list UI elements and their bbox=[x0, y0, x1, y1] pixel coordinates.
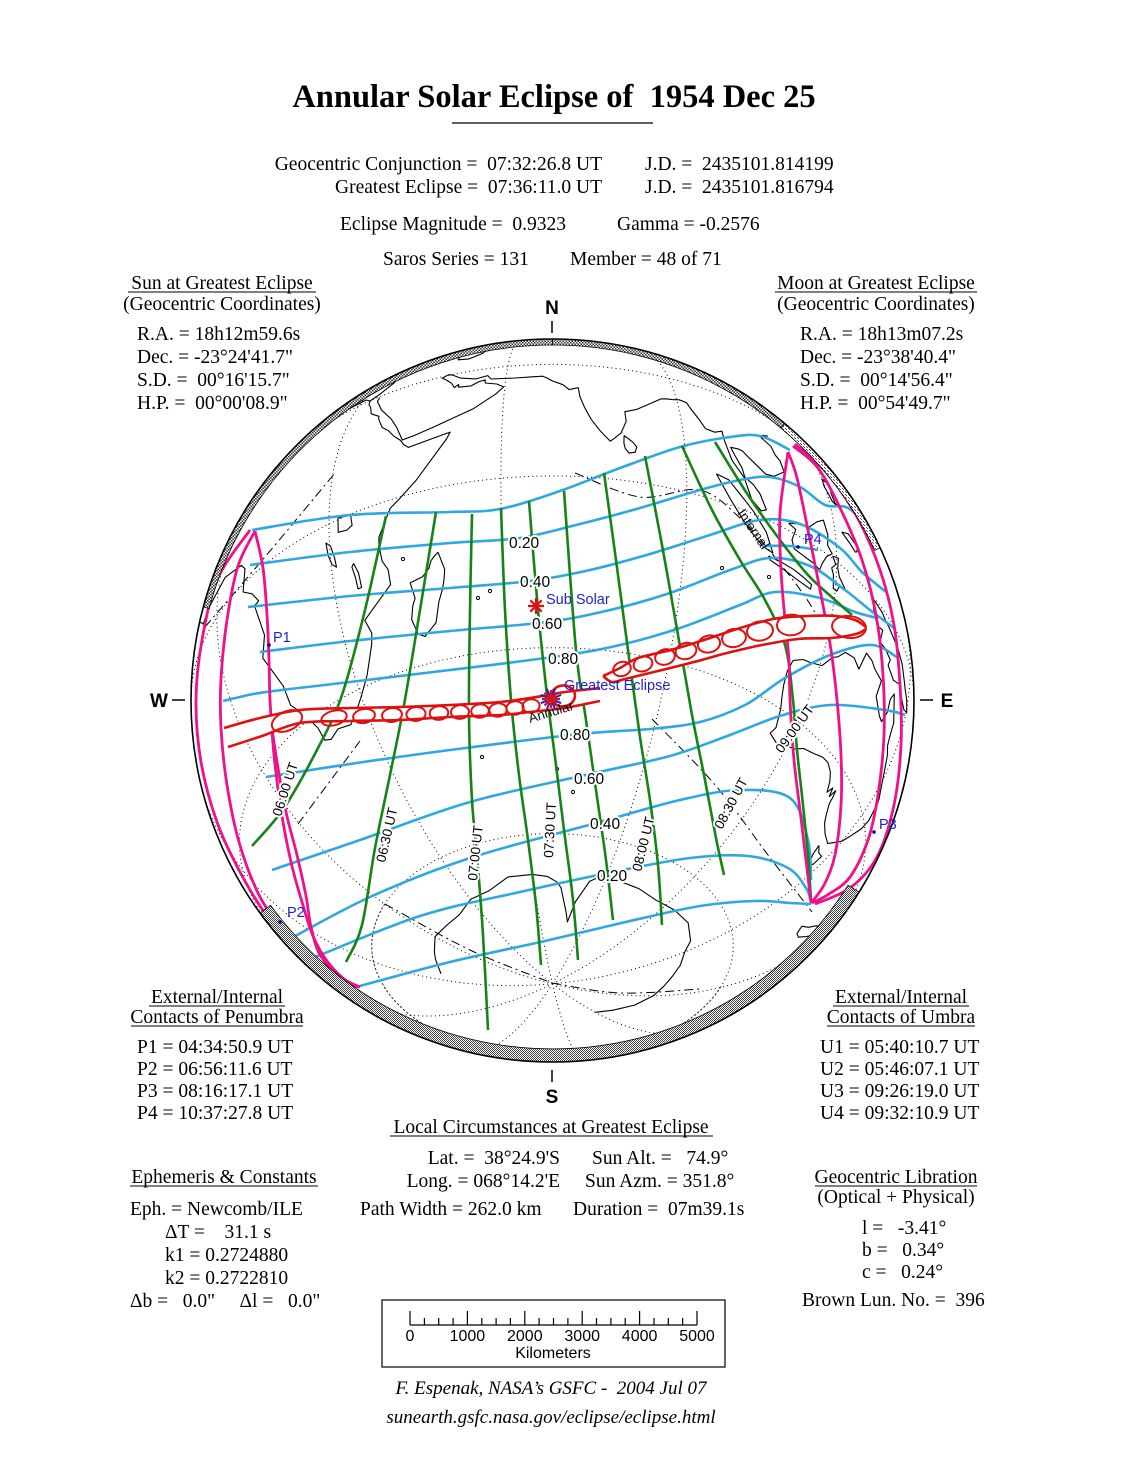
svg-text:P4: P4 bbox=[804, 532, 822, 548]
svg-text:c = 0.24°: c = 0.24° bbox=[862, 1262, 943, 1283]
svg-text:Sun Alt. = 74.9°: Sun Alt. = 74.9° bbox=[592, 1148, 728, 1169]
svg-text:F. Espenak, NASA’s GSFC - 200: F. Espenak, NASA’s GSFC - 2004 Jul 07 bbox=[394, 1378, 708, 1399]
svg-text:0.40: 0.40 bbox=[520, 574, 551, 591]
svg-text:Kilometers: Kilometers bbox=[515, 1345, 591, 1362]
svg-text:P3 = 08:16:17.1 UT: P3 = 08:16:17.1 UT bbox=[137, 1081, 293, 1102]
svg-text:H.P. = 00°00'08.9": H.P. = 00°00'08.9" bbox=[137, 393, 288, 414]
svg-text:Ephemeris & Constants: Ephemeris & Constants bbox=[131, 1167, 316, 1188]
svg-text:S.D. = 00°16'15.7": S.D. = 00°16'15.7" bbox=[137, 370, 290, 391]
svg-text:Dec. = -23°38'40.4": Dec. = -23°38'40.4" bbox=[800, 347, 956, 368]
svg-text:H.P. = 00°54'49.7": H.P. = 00°54'49.7" bbox=[800, 393, 951, 414]
svg-text:Eph. = Newcomb/ILE: Eph. = Newcomb/ILE bbox=[130, 1199, 303, 1220]
svg-text:Greatest Eclipse = 07:36:11.0: Greatest Eclipse = 07:36:11.0 UT bbox=[335, 177, 602, 198]
svg-text:U3 = 09:26:19.0 UT: U3 = 09:26:19.0 UT bbox=[820, 1081, 979, 1102]
svg-text:Brown Lun. No. = 396: Brown Lun. No. = 396 bbox=[802, 1290, 985, 1311]
svg-text:(Geocentric Coordinates): (Geocentric Coordinates) bbox=[777, 294, 975, 315]
svg-text:J.D. = 2435101.816794: J.D. = 2435101.816794 bbox=[645, 177, 834, 198]
svg-text:Saros Series = 131: Saros Series = 131 bbox=[383, 249, 529, 270]
svg-text:l = -3.41°: l = -3.41° bbox=[862, 1218, 946, 1239]
svg-text:4000: 4000 bbox=[622, 1328, 658, 1345]
svg-text:P1 = 04:34:50.9 UT: P1 = 04:34:50.9 UT bbox=[137, 1037, 293, 1058]
svg-text:k1 = 0.2724880: k1 = 0.2724880 bbox=[165, 1245, 288, 1266]
svg-text:Sub Solar: Sub Solar bbox=[546, 592, 610, 608]
svg-text:Duration = 07m39.1s: Duration = 07m39.1s bbox=[573, 1199, 744, 1220]
svg-text:0.40: 0.40 bbox=[590, 816, 621, 833]
svg-text:Contacts of Penumbra: Contacts of Penumbra bbox=[130, 1007, 304, 1028]
svg-text:b = 0.34°: b = 0.34° bbox=[862, 1240, 944, 1261]
svg-text:0.80: 0.80 bbox=[548, 651, 579, 668]
svg-text:Greatest Eclipse: Greatest Eclipse bbox=[564, 678, 670, 694]
svg-text:J.D. = 2435101.814199: J.D. = 2435101.814199 bbox=[645, 154, 834, 175]
svg-text:External/Internal: External/Internal bbox=[151, 987, 284, 1008]
svg-text:Local Circumstances at Greates: Local Circumstances at Greatest Eclipse bbox=[393, 1117, 708, 1138]
svg-text:Member = 48 of 71: Member = 48 of 71 bbox=[570, 249, 722, 270]
svg-text:N: N bbox=[545, 298, 559, 319]
svg-text:(Geocentric Coordinates): (Geocentric Coordinates) bbox=[123, 294, 321, 315]
svg-text:S.D. = 00°14'56.4": S.D. = 00°14'56.4" bbox=[800, 370, 953, 391]
svg-text:U1 = 05:40:10.7 UT: U1 = 05:40:10.7 UT bbox=[820, 1037, 979, 1058]
svg-text:Moon at Greatest Eclipse: Moon at Greatest Eclipse bbox=[777, 273, 975, 294]
svg-text:0: 0 bbox=[406, 1328, 415, 1345]
svg-text:Geocentric Conjunction = 07:3: Geocentric Conjunction = 07:32:26.8 UT bbox=[275, 154, 602, 175]
svg-text:P2: P2 bbox=[287, 905, 305, 921]
svg-text:External/Internal: External/Internal bbox=[835, 987, 968, 1008]
svg-text:Sun Azm. = 351.8°: Sun Azm. = 351.8° bbox=[585, 1171, 734, 1192]
svg-text:5000: 5000 bbox=[679, 1328, 715, 1345]
svg-text:Eclipse Magnitude = 0.9323: Eclipse Magnitude = 0.9323 bbox=[340, 214, 566, 235]
svg-text:0.60: 0.60 bbox=[532, 616, 563, 633]
svg-text:Annular Solar Eclipse of 1954: Annular Solar Eclipse of 1954 Dec 25 bbox=[292, 79, 815, 115]
svg-text:3000: 3000 bbox=[564, 1328, 600, 1345]
svg-text:P4 = 10:37:27.8 UT: P4 = 10:37:27.8 UT bbox=[137, 1103, 293, 1124]
svg-text:Path Width = 262.0 km: Path Width = 262.0 km bbox=[360, 1199, 542, 1220]
svg-text:1000: 1000 bbox=[450, 1328, 486, 1345]
svg-text:Lat. = 38°24.9'S: Lat. = 38°24.9'S bbox=[428, 1148, 560, 1169]
svg-text:U2 = 05:46:07.1 UT: U2 = 05:46:07.1 UT bbox=[820, 1059, 979, 1080]
svg-text:ΔT = 31.1 s: ΔT = 31.1 s bbox=[165, 1222, 271, 1243]
svg-text:W: W bbox=[150, 691, 168, 712]
svg-text:P1: P1 bbox=[273, 630, 291, 646]
svg-text:0.20: 0.20 bbox=[597, 868, 628, 885]
svg-text:S: S bbox=[546, 1087, 559, 1108]
svg-text:2000: 2000 bbox=[507, 1328, 543, 1345]
svg-text:(Optical + Physical): (Optical + Physical) bbox=[817, 1187, 974, 1208]
svg-text:E: E bbox=[941, 691, 954, 712]
svg-text:Δb = 0.0" Δl = 0.0": Δb = 0.0" Δl = 0.0" bbox=[130, 1291, 320, 1312]
svg-text:sunearth.gsfc.nasa.gov/eclipse: sunearth.gsfc.nasa.gov/eclipse/eclipse.h… bbox=[386, 1407, 715, 1428]
svg-text:0.60: 0.60 bbox=[574, 771, 605, 788]
svg-text:U4 = 09:32:10.9 UT: U4 = 09:32:10.9 UT bbox=[820, 1103, 979, 1124]
svg-text:P2 = 06:56:11.6 UT: P2 = 06:56:11.6 UT bbox=[137, 1059, 293, 1080]
svg-text:Sun at Greatest Eclipse: Sun at Greatest Eclipse bbox=[131, 273, 312, 294]
svg-text:07:30 UT: 07:30 UT bbox=[541, 802, 559, 858]
svg-text:P3: P3 bbox=[879, 817, 897, 833]
svg-text:Geocentric Libration: Geocentric Libration bbox=[815, 1167, 978, 1188]
svg-text:Contacts of Umbra: Contacts of Umbra bbox=[827, 1007, 976, 1028]
svg-text:0.20: 0.20 bbox=[509, 535, 540, 552]
svg-text:Long. = 068°14.2'E: Long. = 068°14.2'E bbox=[407, 1171, 560, 1192]
svg-text:Dec. = -23°24'41.7": Dec. = -23°24'41.7" bbox=[137, 347, 293, 368]
svg-text:k2 = 0.2722810: k2 = 0.2722810 bbox=[165, 1268, 288, 1289]
svg-text:R.A. = 18h13m07.2s: R.A. = 18h13m07.2s bbox=[800, 324, 963, 345]
svg-text:R.A. = 18h12m59.6s: R.A. = 18h12m59.6s bbox=[137, 324, 300, 345]
svg-text:Gamma = -0.2576: Gamma = -0.2576 bbox=[617, 214, 760, 235]
svg-text:0.80: 0.80 bbox=[560, 727, 591, 744]
